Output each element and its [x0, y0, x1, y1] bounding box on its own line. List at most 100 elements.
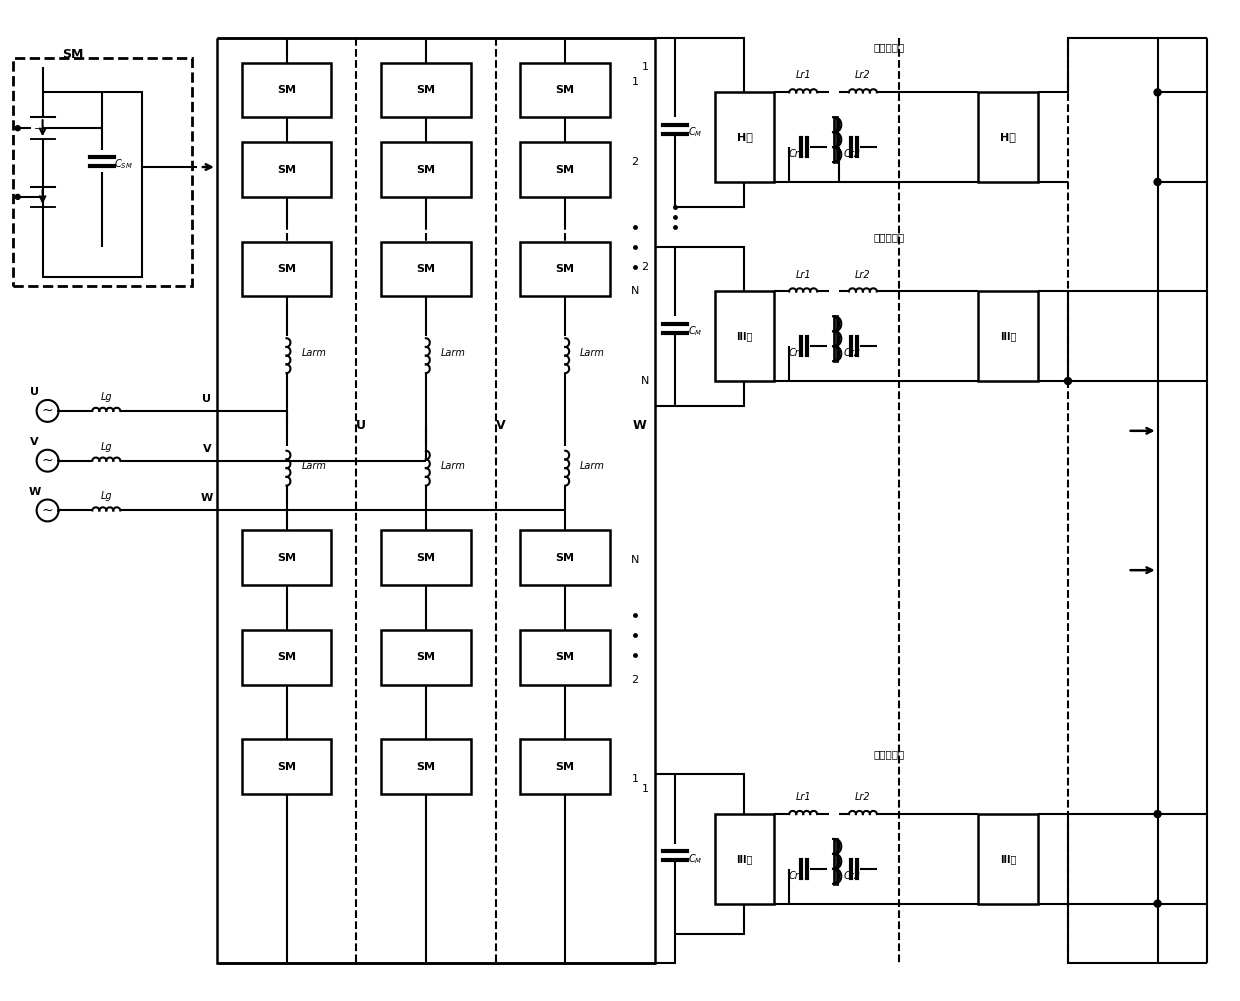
Text: SM: SM — [277, 85, 296, 95]
Text: SM: SM — [417, 553, 435, 563]
Text: SM: SM — [556, 653, 575, 663]
Bar — [714, 814, 774, 904]
Text: SM: SM — [556, 762, 575, 772]
Text: Cr2: Cr2 — [843, 871, 861, 881]
Text: Cr2: Cr2 — [843, 149, 861, 159]
Bar — [521, 740, 610, 794]
Text: 高频变压器: 高频变压器 — [873, 43, 904, 53]
Text: N: N — [641, 376, 649, 386]
Text: H桥: H桥 — [1001, 132, 1017, 142]
Bar — [978, 814, 1038, 904]
Text: SM: SM — [277, 762, 296, 772]
Text: 2: 2 — [641, 261, 649, 271]
Text: W: W — [201, 493, 213, 504]
Text: SM: SM — [277, 164, 296, 174]
Bar — [978, 291, 1038, 381]
Text: 高频变压器: 高频变压器 — [873, 750, 904, 760]
Text: 1: 1 — [641, 62, 649, 72]
Text: Lr2: Lr2 — [856, 269, 870, 279]
Text: N: N — [631, 556, 639, 566]
Text: ~: ~ — [42, 404, 53, 417]
Text: III桥: III桥 — [1001, 854, 1017, 864]
Text: Lr1: Lr1 — [795, 70, 811, 80]
Text: III桥: III桥 — [1001, 331, 1017, 341]
Text: V: V — [202, 443, 211, 453]
Text: SM: SM — [417, 264, 435, 274]
Text: Larm: Larm — [440, 460, 466, 470]
Bar — [714, 92, 774, 182]
Text: $C_{SM}$: $C_{SM}$ — [114, 157, 133, 171]
Text: 2: 2 — [631, 157, 639, 167]
Bar — [381, 531, 471, 586]
Text: Cr2: Cr2 — [843, 348, 861, 358]
Circle shape — [1154, 89, 1161, 96]
Bar — [978, 92, 1038, 182]
Text: Lr1: Lr1 — [795, 792, 811, 802]
Bar — [242, 630, 331, 685]
Circle shape — [1154, 900, 1161, 907]
Bar — [381, 142, 471, 197]
Text: $C_M$: $C_M$ — [688, 324, 702, 338]
Text: SM: SM — [417, 653, 435, 663]
Text: SM: SM — [62, 47, 83, 60]
Text: SM: SM — [277, 553, 296, 563]
Text: Larm: Larm — [580, 348, 605, 358]
Text: $C_M$: $C_M$ — [688, 125, 702, 139]
Text: $C_M$: $C_M$ — [688, 852, 702, 866]
Text: Cr1: Cr1 — [789, 149, 806, 159]
Bar — [381, 740, 471, 794]
Bar — [242, 241, 331, 296]
Circle shape — [15, 194, 20, 199]
Text: SM: SM — [277, 264, 296, 274]
Bar — [521, 241, 610, 296]
Text: V: V — [30, 436, 38, 446]
Text: Larm: Larm — [580, 460, 605, 470]
Bar — [242, 740, 331, 794]
Text: Cr1: Cr1 — [789, 871, 806, 881]
Text: V: V — [496, 419, 506, 432]
Text: Larm: Larm — [440, 348, 466, 358]
Bar — [521, 630, 610, 685]
Text: SM: SM — [556, 553, 575, 563]
Text: H桥: H桥 — [737, 132, 753, 142]
Text: 1: 1 — [631, 77, 639, 87]
Text: SM: SM — [417, 85, 435, 95]
Bar — [521, 142, 610, 197]
Circle shape — [1064, 377, 1071, 384]
Text: U: U — [356, 419, 366, 432]
Text: Lg: Lg — [100, 441, 112, 451]
Text: W: W — [29, 486, 41, 496]
Text: U: U — [202, 394, 211, 404]
Text: U: U — [30, 387, 40, 397]
Text: Lr2: Lr2 — [856, 70, 870, 80]
Circle shape — [15, 126, 20, 131]
Text: Larm: Larm — [301, 460, 326, 470]
Text: SM: SM — [417, 762, 435, 772]
Circle shape — [1154, 811, 1161, 818]
Text: Lg: Lg — [100, 392, 112, 402]
Bar — [242, 531, 331, 586]
Text: Cr1: Cr1 — [789, 348, 806, 358]
Circle shape — [1154, 178, 1161, 185]
Bar — [242, 142, 331, 197]
Text: III桥: III桥 — [737, 331, 753, 341]
Text: SM: SM — [277, 653, 296, 663]
Text: 1: 1 — [641, 784, 649, 794]
Text: SM: SM — [556, 85, 575, 95]
Text: III桥: III桥 — [737, 854, 753, 864]
Bar — [521, 531, 610, 586]
Text: Lr2: Lr2 — [856, 792, 870, 802]
Text: W: W — [634, 419, 647, 432]
Text: 2: 2 — [631, 675, 639, 685]
Text: Lg: Lg — [100, 491, 112, 502]
Text: SM: SM — [556, 164, 575, 174]
Text: SM: SM — [417, 164, 435, 174]
Bar — [12, 57, 192, 286]
Text: 1: 1 — [631, 774, 639, 784]
Bar — [381, 62, 471, 117]
Bar — [381, 630, 471, 685]
Text: ~: ~ — [42, 453, 53, 467]
Text: 高频变压器: 高频变压器 — [873, 231, 904, 241]
Text: N: N — [631, 286, 639, 296]
Text: Larm: Larm — [301, 348, 326, 358]
